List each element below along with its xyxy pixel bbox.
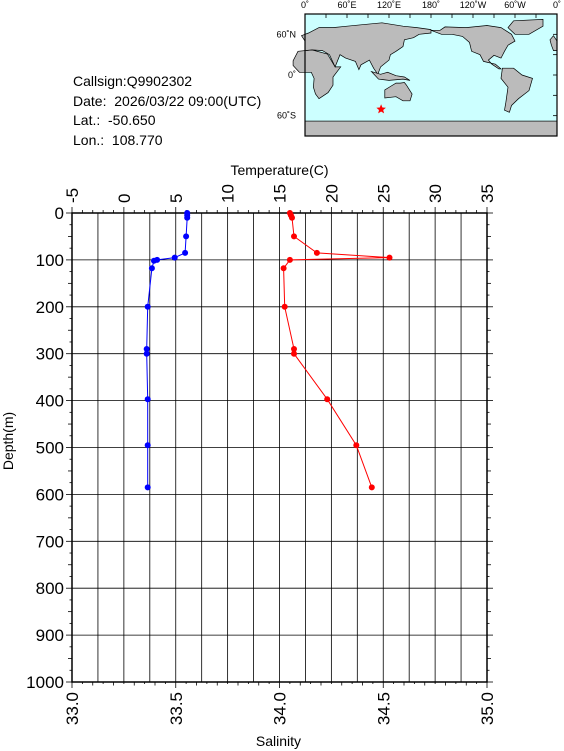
land-greenland — [507, 19, 544, 35]
location-marker-star — [376, 104, 386, 114]
temperature-point — [280, 265, 287, 272]
temperature-point — [386, 254, 393, 261]
callsign-text: Callsign:Q9902302 — [73, 73, 193, 89]
salinity-axis-title: Salinity — [256, 733, 301, 749]
map-lon-label: 0˚ — [553, 0, 561, 10]
x-top-tick-label: -5 — [63, 188, 82, 203]
y-tick-label: 300 — [36, 345, 64, 364]
x-top-tick-label: 15 — [271, 184, 290, 203]
temperature-point — [353, 442, 360, 449]
map-lat-label: 60˚S — [277, 111, 296, 121]
y-tick-label: 400 — [36, 392, 64, 411]
temperature-point — [291, 233, 297, 240]
land-south-america — [500, 67, 533, 113]
x-bottom-tick-label: 34.0 — [271, 692, 290, 725]
longitude-text: Lon.: 108.770 — [73, 131, 163, 148]
x-top-tick-label: 25 — [374, 184, 393, 203]
y-tick-label: 500 — [36, 439, 64, 458]
map-lon-label: 60˚W — [504, 0, 526, 10]
temperature-point — [291, 350, 297, 357]
y-tick-label: 1000 — [26, 673, 64, 692]
latitude-text: Lat.: -50.650 — [73, 112, 156, 128]
land-eurasia — [300, 22, 432, 76]
land-indonesia — [370, 70, 411, 81]
temperature-axis-title: Temperature(C) — [230, 162, 328, 178]
map-lon-label: 0˚ — [301, 0, 309, 10]
salinity-point — [184, 214, 191, 221]
y-tick-label: 800 — [36, 579, 64, 598]
x-top-tick-label: 0 — [115, 194, 134, 203]
map-lat-label: 60˚N — [276, 29, 296, 39]
temperature-point — [291, 346, 297, 352]
x-bottom-tick-label: 34.5 — [374, 692, 393, 725]
temperature-series-line — [283, 212, 390, 488]
salinity-point — [143, 350, 150, 357]
y-tick-label: 600 — [36, 485, 64, 504]
x-bottom-tick-label: 35.0 — [478, 692, 497, 725]
map-lon-label: 180˚ — [422, 0, 440, 10]
salinity-point — [144, 303, 151, 310]
land-australia — [384, 82, 413, 102]
temperature-point — [281, 303, 288, 310]
map-lon-label: 120˚E — [377, 0, 401, 10]
depth-axis-title: Depth(m) — [0, 412, 16, 470]
x-top-tick-label: 35 — [478, 184, 497, 203]
salinity-point — [182, 249, 189, 256]
land-north-america — [430, 25, 516, 70]
temperature-point — [289, 214, 295, 221]
y-tick-label: 200 — [36, 298, 64, 317]
temperature-point — [286, 256, 293, 263]
temperature-point — [313, 249, 320, 256]
x-top-tick-label: 30 — [426, 184, 445, 203]
map-lat-label: 0˚ — [288, 70, 296, 80]
salinity-point — [144, 484, 151, 491]
salinity-point — [144, 442, 151, 449]
salinity-point — [144, 396, 151, 403]
y-tick-label: 700 — [36, 532, 64, 551]
salinity-point — [183, 233, 190, 240]
salinity-point — [151, 257, 157, 264]
y-tick-label: 0 — [55, 204, 64, 223]
y-tick-label: 900 — [36, 626, 64, 645]
temperature-point — [324, 396, 331, 403]
float-info: Callsign:Q9902302 Date: 2026/03/22 09:00… — [73, 72, 261, 150]
salinity-point — [143, 346, 150, 352]
salinity-point — [148, 265, 155, 272]
map-lon-label: 60˚E — [337, 0, 356, 10]
x-top-tick-label: 5 — [167, 194, 186, 203]
x-top-tick-label: 10 — [219, 184, 238, 203]
x-bottom-tick-label: 33.0 — [63, 692, 82, 725]
x-top-tick-label: 20 — [322, 184, 341, 203]
temperature-point — [368, 484, 375, 491]
y-tick-label: 100 — [36, 251, 64, 270]
date-text: Date: 2026/03/22 09:00(UTC) — [73, 92, 262, 109]
salinity-point — [171, 254, 178, 261]
map-lon-label: 120˚W — [460, 0, 487, 10]
x-bottom-tick-label: 33.5 — [167, 692, 186, 725]
